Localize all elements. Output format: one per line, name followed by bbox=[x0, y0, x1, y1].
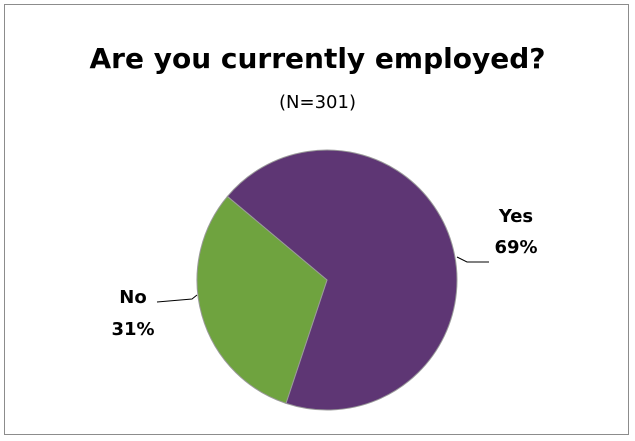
pie-slice-yes bbox=[226, 149, 458, 411]
leader-line-no bbox=[156, 294, 198, 303]
chart-subtitle: (N=301) bbox=[279, 92, 356, 113]
slice-label-no: No bbox=[119, 287, 146, 308]
slice-percent-no: 31% bbox=[111, 319, 154, 340]
slice-percent-yes: 69% bbox=[494, 237, 537, 258]
leader-line-yes bbox=[456, 256, 489, 263]
slice-label-yes: Yes bbox=[498, 206, 533, 227]
pie-slice-no bbox=[196, 195, 328, 404]
chart-title: Are you currently employed? bbox=[89, 42, 546, 75]
